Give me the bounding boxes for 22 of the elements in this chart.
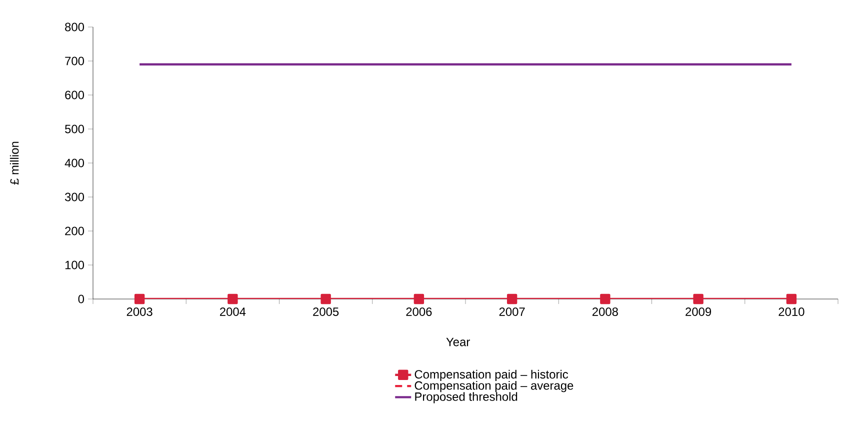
- y-tick-label: 100: [65, 260, 84, 270]
- x-tick-label: 2006: [406, 308, 432, 316]
- y-tick-label: 300: [64, 192, 84, 202]
- y-axis-title: £ million: [10, 142, 19, 185]
- x-tick-label: 2004: [220, 308, 246, 316]
- x-tick-label: 2008: [592, 308, 618, 316]
- y-tick-label: 600: [65, 90, 84, 100]
- x-tick-label: 2003: [126, 308, 152, 316]
- x-tick-label: 2009: [686, 308, 712, 316]
- y-tick-label: 400: [64, 158, 84, 168]
- legend-label: Compensation paid – average: [414, 380, 574, 392]
- x-axis-title: Year: [446, 338, 470, 346]
- legend-label: Proposed threshold: [415, 392, 518, 404]
- x-tick-label: 2005: [313, 308, 339, 316]
- y-tick-label: 800: [65, 22, 84, 32]
- y-tick-label: 0: [78, 294, 84, 304]
- y-tick-label: 700: [65, 56, 84, 66]
- x-tick-label: 2007: [499, 308, 525, 316]
- y-tick-label: 500: [65, 124, 84, 134]
- legend-label: Compensation paid – historic: [414, 370, 568, 381]
- y-tick-label: 200: [65, 226, 84, 236]
- x-tick-label: 2010: [778, 308, 804, 316]
